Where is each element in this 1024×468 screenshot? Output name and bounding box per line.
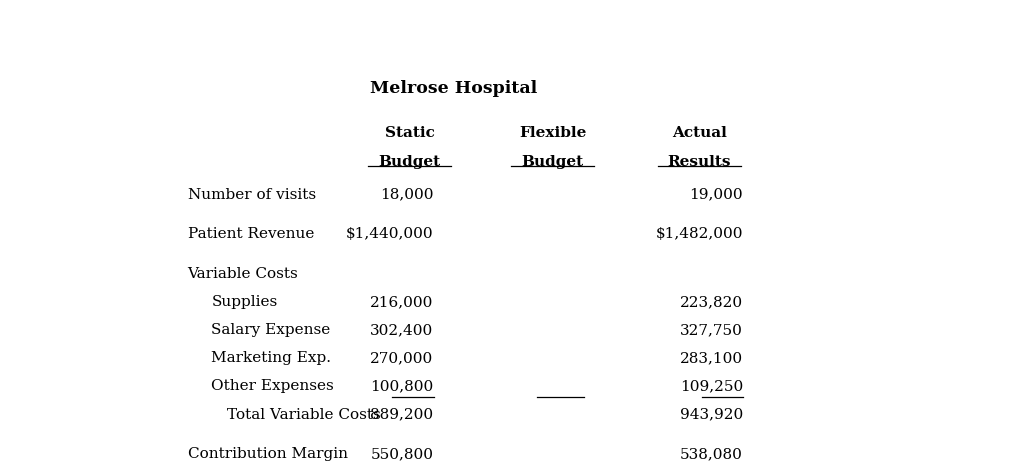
Text: 18,000: 18,000 [380, 188, 433, 202]
Text: 538,080: 538,080 [680, 447, 743, 461]
Text: 270,000: 270,000 [371, 351, 433, 366]
Text: $1,482,000: $1,482,000 [655, 227, 743, 241]
Text: Melrose Hospital: Melrose Hospital [370, 80, 537, 96]
Text: Contribution Margin: Contribution Margin [187, 447, 347, 461]
Text: Salary Expense: Salary Expense [211, 323, 331, 337]
Text: Other Expenses: Other Expenses [211, 380, 334, 394]
Text: 889,200: 889,200 [371, 408, 433, 422]
Text: 943,920: 943,920 [680, 408, 743, 422]
Text: Results: Results [668, 155, 731, 169]
Text: Actual: Actual [672, 126, 727, 140]
Text: 283,100: 283,100 [680, 351, 743, 366]
Text: Static: Static [385, 126, 434, 140]
Text: Supplies: Supplies [211, 295, 278, 309]
Text: Flexible: Flexible [519, 126, 587, 140]
Text: 550,800: 550,800 [371, 447, 433, 461]
Text: 100,800: 100,800 [371, 380, 433, 394]
Text: Total Variable Costs: Total Variable Costs [227, 408, 381, 422]
Text: Budget: Budget [379, 155, 440, 169]
Text: Variable Costs: Variable Costs [187, 267, 298, 281]
Text: Marketing Exp.: Marketing Exp. [211, 351, 332, 366]
Text: 109,250: 109,250 [680, 380, 743, 394]
Text: $1,440,000: $1,440,000 [346, 227, 433, 241]
Text: 216,000: 216,000 [370, 295, 433, 309]
Text: Number of visits: Number of visits [187, 188, 315, 202]
Text: 223,820: 223,820 [680, 295, 743, 309]
Text: Budget: Budget [521, 155, 584, 169]
Text: Patient Revenue: Patient Revenue [187, 227, 314, 241]
Text: 327,750: 327,750 [680, 323, 743, 337]
Text: 19,000: 19,000 [689, 188, 743, 202]
Text: 302,400: 302,400 [371, 323, 433, 337]
